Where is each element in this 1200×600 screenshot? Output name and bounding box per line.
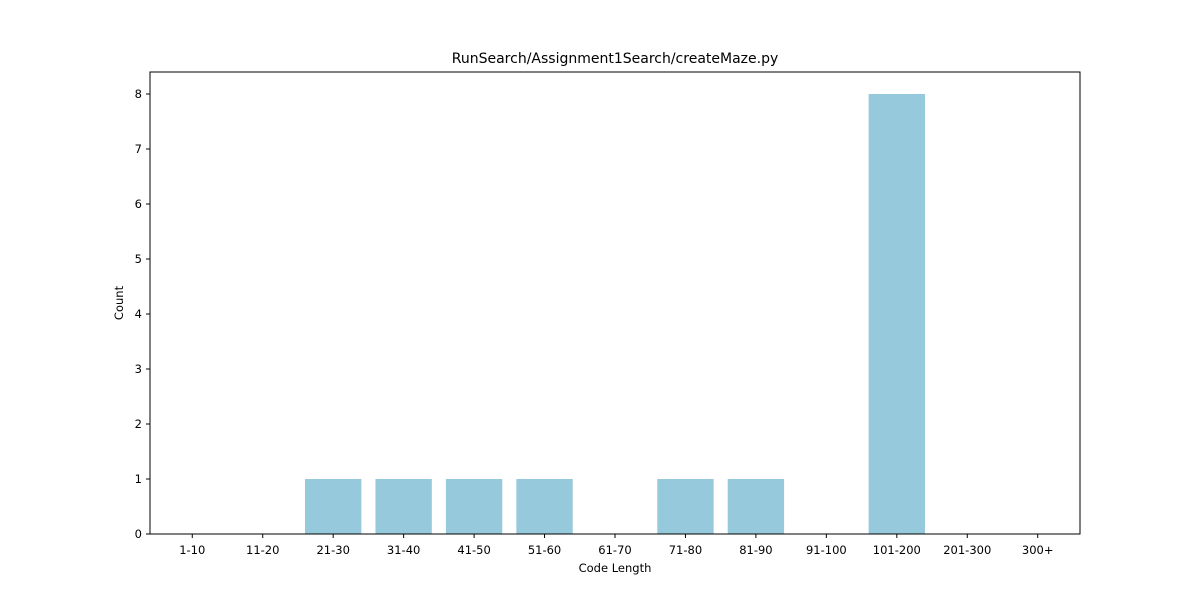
x-tick-label: 61-70 (598, 543, 631, 557)
y-tick-label: 0 (135, 527, 142, 541)
x-tick-label: 1-10 (179, 543, 205, 557)
y-tick-label: 1 (135, 472, 142, 486)
y-tick-label: 2 (135, 417, 142, 431)
y-tick-label: 8 (135, 87, 142, 101)
y-tick-label: 7 (135, 142, 142, 156)
plot-frame (149, 71, 1081, 535)
y-tick-label: 6 (135, 197, 142, 211)
bar-21-30 (305, 479, 362, 534)
y-tick-label: 5 (135, 252, 142, 266)
x-tick-label: 21-30 (316, 543, 349, 557)
x-tick-label: 81-90 (739, 543, 772, 557)
x-tick-label: 101-200 (873, 543, 921, 557)
x-tick-label: 71-80 (669, 543, 702, 557)
bar-41-50 (445, 479, 503, 534)
y-tick-label: 3 (135, 362, 142, 376)
bar-31-40 (375, 479, 432, 534)
x-tick-label: 11-20 (246, 543, 279, 557)
x-axis-label: Code Length (579, 561, 652, 575)
bar-81-90 (727, 479, 785, 534)
y-tick-label: 4 (135, 307, 142, 321)
y-axis-label: Count (112, 285, 126, 320)
x-tick-label: 300+ (1022, 543, 1054, 557)
bar-71-80 (657, 479, 714, 534)
x-tick-label: 51-60 (528, 543, 561, 557)
chart-title: RunSearch/Assignment1Search/createMaze.p… (452, 51, 779, 67)
y-axis: 0 1 2 3 4 5 6 7 8 (135, 87, 150, 541)
x-axis: 1-10 11-20 21-30 31-40 41-50 51-60 61-70 71-80 8… (179, 534, 1054, 557)
x-tick-label: 31-40 (387, 543, 420, 557)
bars-group (305, 94, 925, 534)
bar-101-200 (868, 94, 925, 534)
x-tick-label: 91-100 (806, 543, 847, 557)
x-tick-label: 201-300 (943, 543, 991, 557)
bar-51-60 (516, 479, 573, 534)
x-tick-label: 41-50 (457, 543, 490, 557)
